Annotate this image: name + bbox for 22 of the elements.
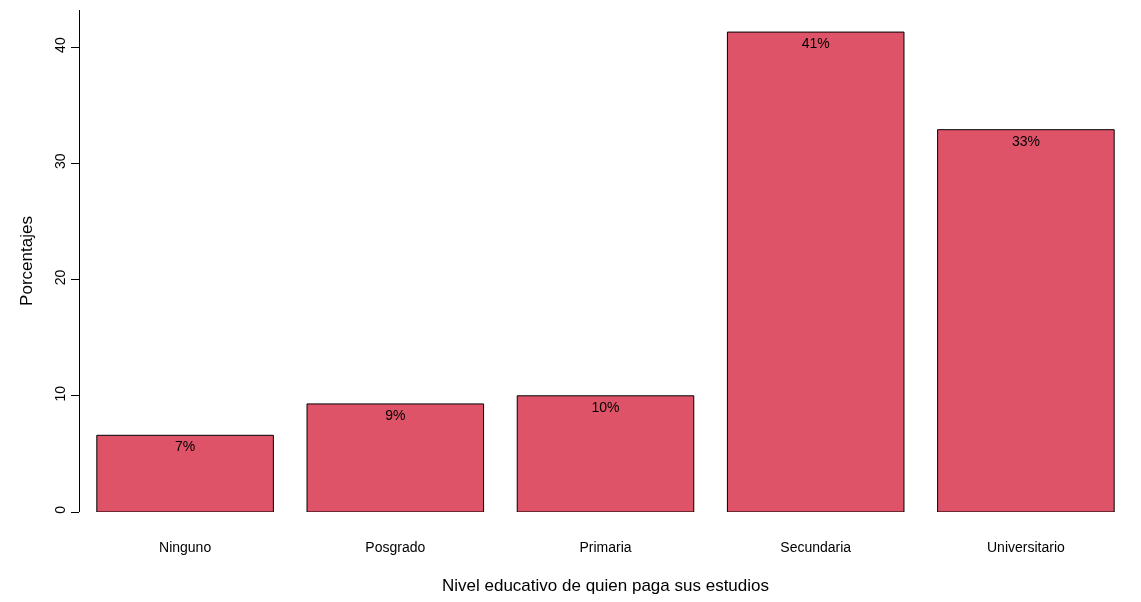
- x-tick-label: Secundaria: [780, 539, 852, 555]
- bar: [96, 434, 274, 512]
- bar: [306, 403, 485, 512]
- y-tick-label: 20: [52, 269, 69, 286]
- y-axis-title: Porcentajes: [16, 216, 36, 306]
- x-tick-label: Ninguno: [159, 539, 212, 555]
- data-label: 10%: [591, 398, 620, 415]
- bar: [726, 31, 905, 512]
- x-tick-label: Universitario: [986, 539, 1066, 555]
- x-tick-label: Primaria: [579, 539, 632, 555]
- data-label: 41%: [801, 35, 830, 52]
- bar: [516, 395, 695, 512]
- y-tick-label: 0: [52, 505, 69, 514]
- x-axis-title: Nivel educativo de quien paga sus estudios: [442, 576, 769, 596]
- data-label: 33%: [1011, 132, 1040, 149]
- bar: [937, 129, 1115, 512]
- x-tick-label: Posgrado: [365, 539, 426, 555]
- data-label: 9%: [385, 406, 406, 423]
- y-tick-label: 40: [52, 37, 69, 53]
- y-tick-label: 30: [52, 153, 69, 170]
- data-label: 7%: [174, 438, 196, 455]
- y-tick-label: 10: [52, 385, 69, 402]
